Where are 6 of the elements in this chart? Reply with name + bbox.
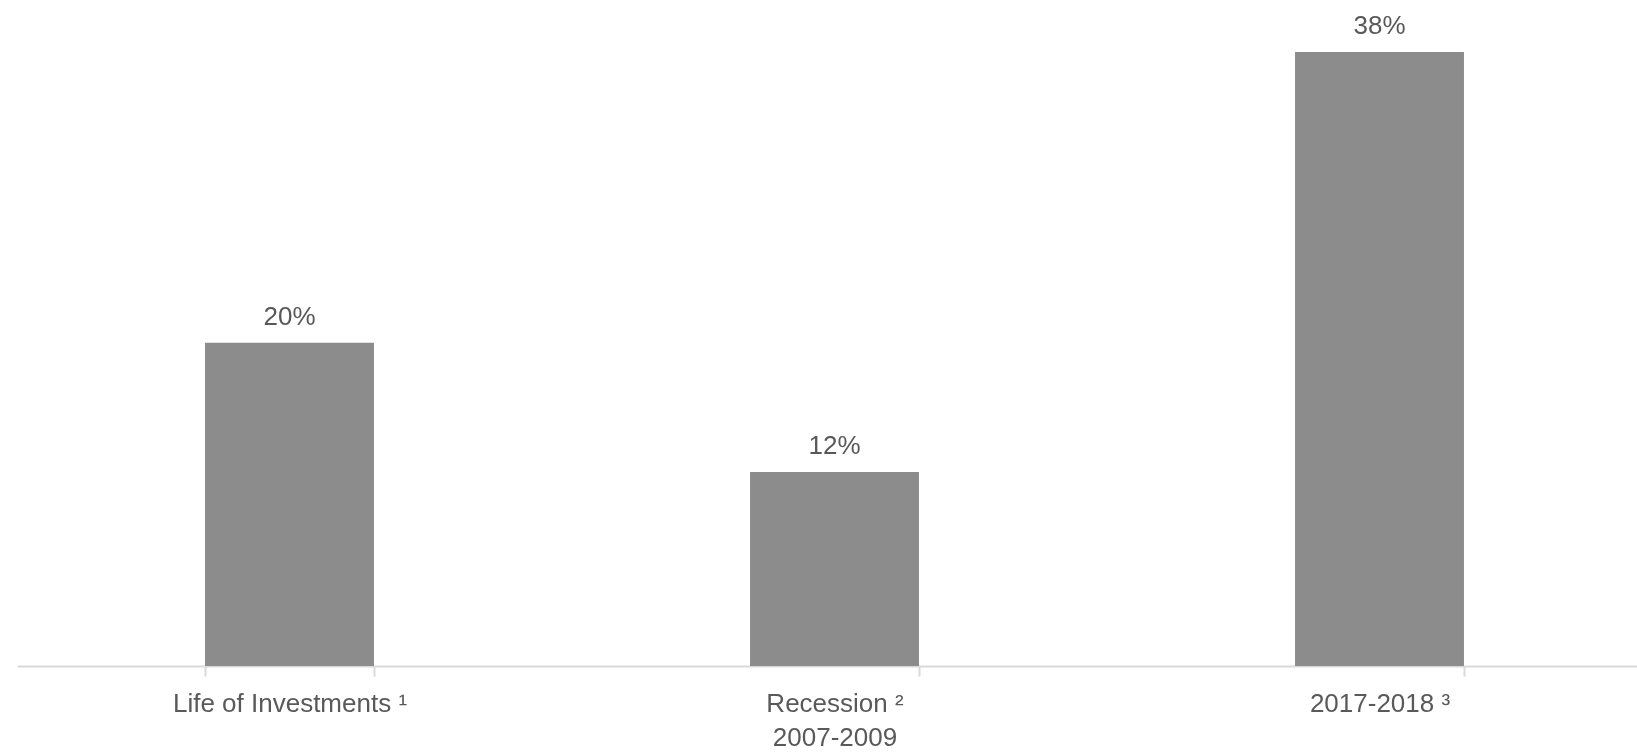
data-label: 38% bbox=[1353, 10, 1406, 40]
x-tick-label: 2017-2018 ³ bbox=[1309, 687, 1451, 718]
data-label: 20% bbox=[263, 300, 316, 331]
x-tick-label: Life of Investments ¹ bbox=[172, 687, 408, 718]
x-tick-label: Recession ² 2007-2009 bbox=[766, 687, 904, 752]
data-label: 12% bbox=[808, 430, 861, 461]
